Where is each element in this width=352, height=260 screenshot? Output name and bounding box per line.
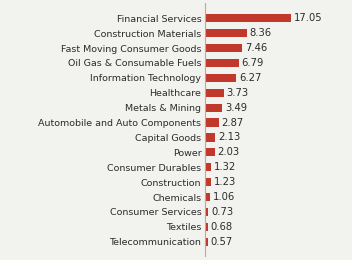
Bar [205, 163, 211, 171]
Bar [205, 44, 243, 52]
Text: 2.87: 2.87 [222, 118, 244, 128]
Bar [205, 89, 224, 97]
Bar [205, 208, 208, 216]
Bar [205, 193, 210, 201]
Bar [205, 133, 215, 141]
Text: 8.36: 8.36 [250, 28, 272, 38]
Text: 0.73: 0.73 [211, 207, 233, 217]
Bar [205, 238, 208, 246]
Bar [205, 14, 291, 22]
Text: 1.23: 1.23 [213, 177, 236, 187]
Bar [205, 103, 222, 112]
Text: 0.57: 0.57 [210, 237, 232, 247]
Bar [205, 29, 247, 37]
Text: 17.05: 17.05 [294, 13, 322, 23]
Bar [205, 148, 215, 157]
Text: 1.32: 1.32 [214, 162, 236, 172]
Bar [205, 178, 211, 186]
Text: 3.49: 3.49 [225, 103, 247, 113]
Text: 6.79: 6.79 [241, 58, 264, 68]
Bar [205, 74, 236, 82]
Bar [205, 59, 239, 67]
Text: 0.68: 0.68 [211, 222, 233, 232]
Text: 7.46: 7.46 [245, 43, 267, 53]
Text: 6.27: 6.27 [239, 73, 261, 83]
Text: 2.03: 2.03 [218, 147, 240, 157]
Bar [205, 223, 208, 231]
Bar [205, 119, 219, 127]
Text: 3.73: 3.73 [226, 88, 248, 98]
Text: 1.06: 1.06 [213, 192, 235, 202]
Text: 2.13: 2.13 [218, 132, 240, 142]
